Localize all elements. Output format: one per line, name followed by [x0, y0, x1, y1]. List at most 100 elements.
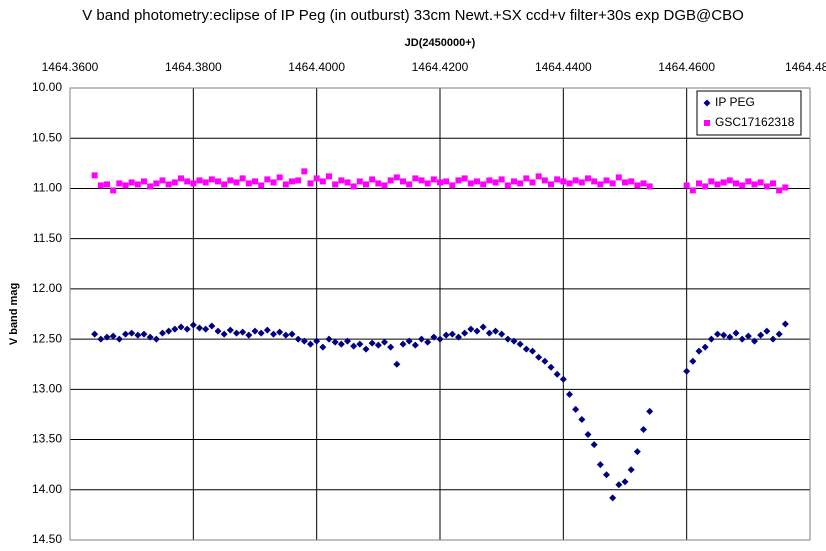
data-point [375, 180, 382, 187]
data-point [566, 390, 573, 398]
data-point [449, 182, 456, 189]
data-point [541, 177, 548, 184]
data-point [300, 337, 308, 345]
data-point [381, 338, 388, 346]
data-point [307, 180, 314, 187]
data-point [159, 329, 166, 337]
data-point [442, 331, 450, 339]
y-tick-label: 10.50 [32, 130, 62, 144]
data-point [436, 335, 444, 343]
data-point [153, 180, 160, 187]
data-point [529, 347, 536, 355]
data-point [146, 333, 154, 341]
x-tick-label: 1464.3800 [165, 60, 222, 74]
data-point [393, 174, 400, 181]
data-point [467, 325, 475, 333]
data-point [560, 178, 567, 185]
data-point [165, 181, 172, 188]
data-point [609, 494, 617, 502]
data-point [270, 179, 277, 186]
data-point [775, 330, 783, 338]
data-point [400, 178, 406, 185]
data-point [646, 183, 653, 190]
data-point [202, 325, 210, 333]
data-point [732, 329, 740, 337]
data-point [572, 405, 580, 413]
data-point [516, 340, 524, 348]
data-point [350, 183, 357, 190]
data-point [744, 332, 752, 340]
data-point [572, 177, 579, 184]
data-point [430, 333, 438, 341]
data-point [627, 466, 635, 474]
data-point [356, 178, 363, 185]
data-point [282, 331, 290, 339]
data-point [640, 180, 647, 187]
data-point [714, 181, 721, 188]
data-point [178, 175, 184, 182]
data-point [504, 182, 511, 189]
data-point [492, 327, 499, 335]
data-point [511, 178, 517, 185]
data-point [313, 337, 321, 345]
data-point [147, 183, 154, 190]
data-point [523, 175, 530, 182]
x-tick-label: 1464.480 [785, 60, 826, 74]
data-point [159, 177, 166, 184]
data-point [189, 321, 197, 329]
data-point [535, 173, 542, 180]
data-point [122, 182, 129, 189]
data-point [646, 407, 654, 415]
data-point [548, 181, 554, 188]
data-point [541, 357, 549, 365]
data-point [714, 330, 721, 338]
data-point [110, 187, 117, 194]
data-point [498, 176, 505, 183]
data-point [91, 330, 99, 338]
data-point [282, 181, 289, 188]
data-point [437, 179, 443, 186]
data-point [295, 177, 302, 184]
data-point [276, 174, 283, 181]
data-point [683, 367, 691, 375]
data-point [763, 183, 770, 190]
x-tick-label: 1464.4400 [535, 60, 592, 74]
data-point [597, 181, 604, 188]
data-point [171, 179, 178, 186]
data-point [134, 181, 141, 188]
data-point [313, 175, 320, 182]
y-tick-label: 11.50 [33, 231, 62, 245]
data-point [634, 182, 641, 189]
data-point [776, 187, 783, 194]
data-point [257, 329, 265, 337]
data-point [720, 331, 728, 339]
data-point [338, 177, 345, 184]
data-point [374, 341, 382, 349]
y-tick-label: 11.00 [33, 181, 62, 195]
data-point [226, 326, 234, 334]
data-point [326, 173, 332, 180]
data-point [461, 329, 469, 337]
data-point [708, 178, 715, 185]
data-point [368, 339, 376, 347]
data-point [701, 343, 709, 351]
data-point [258, 182, 265, 189]
data-point [319, 178, 326, 185]
data-point [134, 331, 142, 339]
data-point [387, 343, 395, 351]
legend-box [696, 90, 802, 136]
data-point [480, 181, 487, 188]
data-point [578, 415, 586, 423]
y-tick-label: 13.00 [32, 382, 62, 396]
data-point [220, 330, 228, 338]
x-tick-label: 1464.4000 [288, 60, 345, 74]
legend-label: IP PEG [715, 95, 755, 109]
data-point [473, 327, 481, 335]
data-point [337, 340, 345, 348]
data-point [91, 172, 98, 179]
chart-title: V band photometry:eclipse of IP Peg (in … [82, 7, 744, 24]
data-point [264, 176, 271, 183]
data-point [720, 179, 727, 186]
data-point [344, 179, 351, 186]
data-point [689, 357, 697, 365]
